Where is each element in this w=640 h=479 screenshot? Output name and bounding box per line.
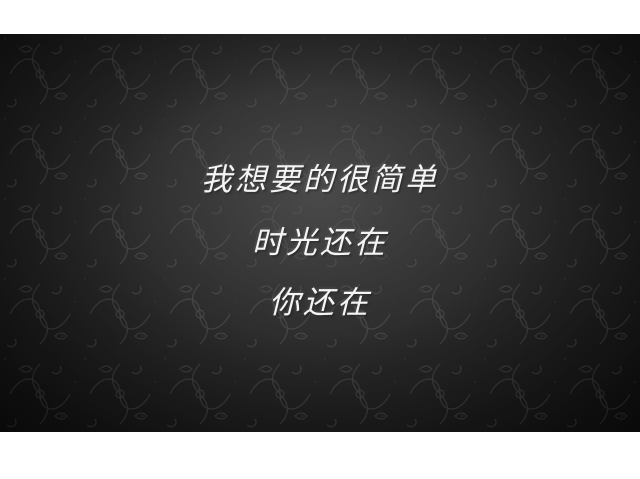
vignette-overlay [0,34,640,432]
poem-line-2: 时光还在 [252,225,388,261]
poem-line-1: 我想要的很简单 [201,162,439,198]
dark-floral-banner: 我想要的很简单 时光还在 你还在 [0,34,640,432]
poem-line-3: 你还在 [269,285,371,321]
poem-text-block: 我想要的很简单 时光还在 你还在 [0,34,640,432]
